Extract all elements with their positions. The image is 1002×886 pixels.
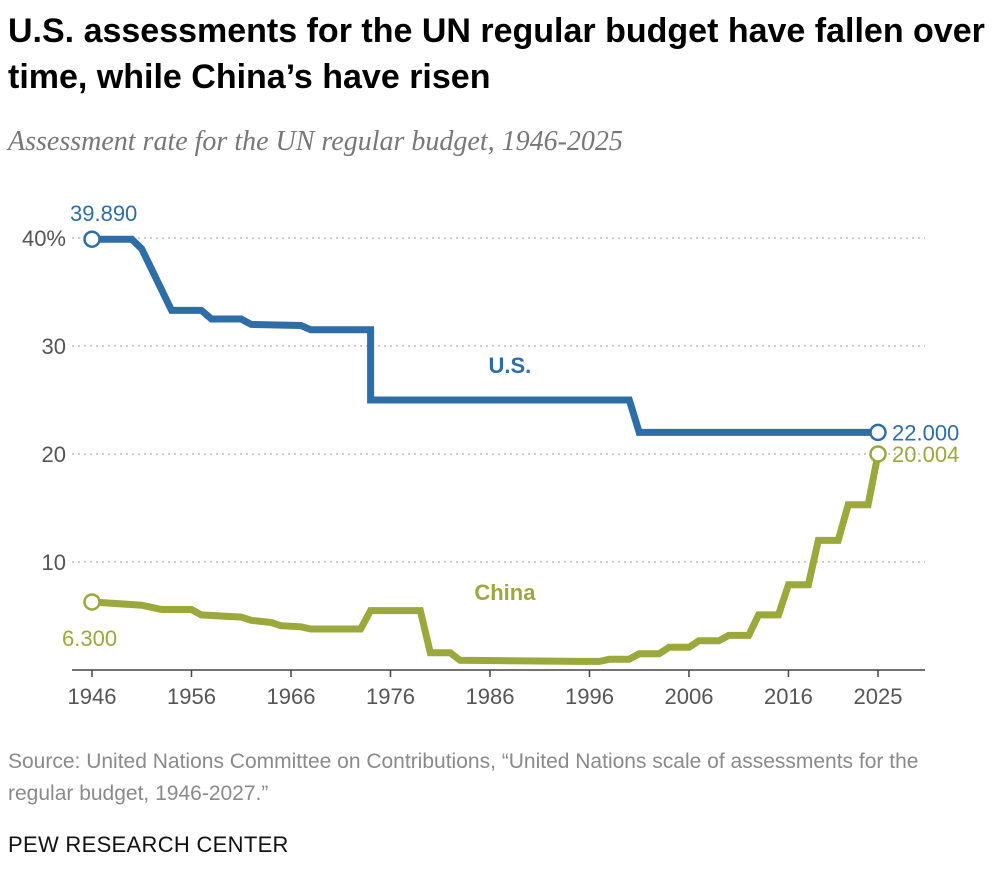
series-line-china: [91, 453, 882, 665]
x-tick-label-1946: 1946: [68, 684, 117, 709]
data-label-china-end: 20.004: [892, 442, 959, 467]
y-tick-label-40: 40%: [22, 226, 66, 251]
series-line-us: [92, 235, 878, 436]
y-axis-ticks: 10 20 30 40%: [22, 226, 66, 575]
series-label-china: China: [474, 580, 536, 605]
x-tick-label-2025: 2025: [854, 684, 903, 709]
source-note: Source: United Nations Committee on Cont…: [8, 750, 919, 805]
x-tick-label-1976: 1976: [366, 684, 415, 709]
chart-subtitle: Assessment rate for the UN regular budge…: [8, 126, 623, 157]
y-tick-label-20: 20: [42, 442, 66, 467]
brand-label: PEW RESEARCH CENTER: [8, 832, 289, 857]
data-label-china-start: 6.300: [62, 626, 117, 651]
series-end-marker-china: [869, 445, 887, 463]
x-tick-label-2006: 2006: [664, 684, 713, 709]
x-tick-label-1996: 1996: [565, 684, 614, 709]
y-tick-label-10: 10: [42, 550, 66, 575]
series-label-us: U.S.: [488, 353, 531, 378]
grid-lines: [72, 237, 925, 563]
data-label-us-start: 39.890: [70, 201, 137, 226]
series-end-marker-us: [869, 423, 887, 442]
x-tick-label-1956: 1956: [167, 684, 216, 709]
series-start-marker-china: [83, 593, 101, 611]
chart-title: U.S. assessments for the UN regular budg…: [8, 12, 985, 96]
line-chart: 10 20 30 40% 1946 1956 1966 1976 1986 1996 2006 20…: [22, 201, 959, 709]
data-label-us-end: 22.000: [892, 420, 959, 445]
series-lines: [83, 230, 887, 665]
series-start-marker-us: [83, 230, 101, 248]
x-tick-label-1966: 1966: [267, 684, 316, 709]
y-tick-label-30: 30: [42, 334, 66, 359]
x-tick-label-1986: 1986: [465, 684, 514, 709]
x-axis: 1946 1956 1966 1976 1986 1996 2006 2016 2025: [68, 669, 925, 709]
x-tick-label-2016: 2016: [764, 684, 813, 709]
